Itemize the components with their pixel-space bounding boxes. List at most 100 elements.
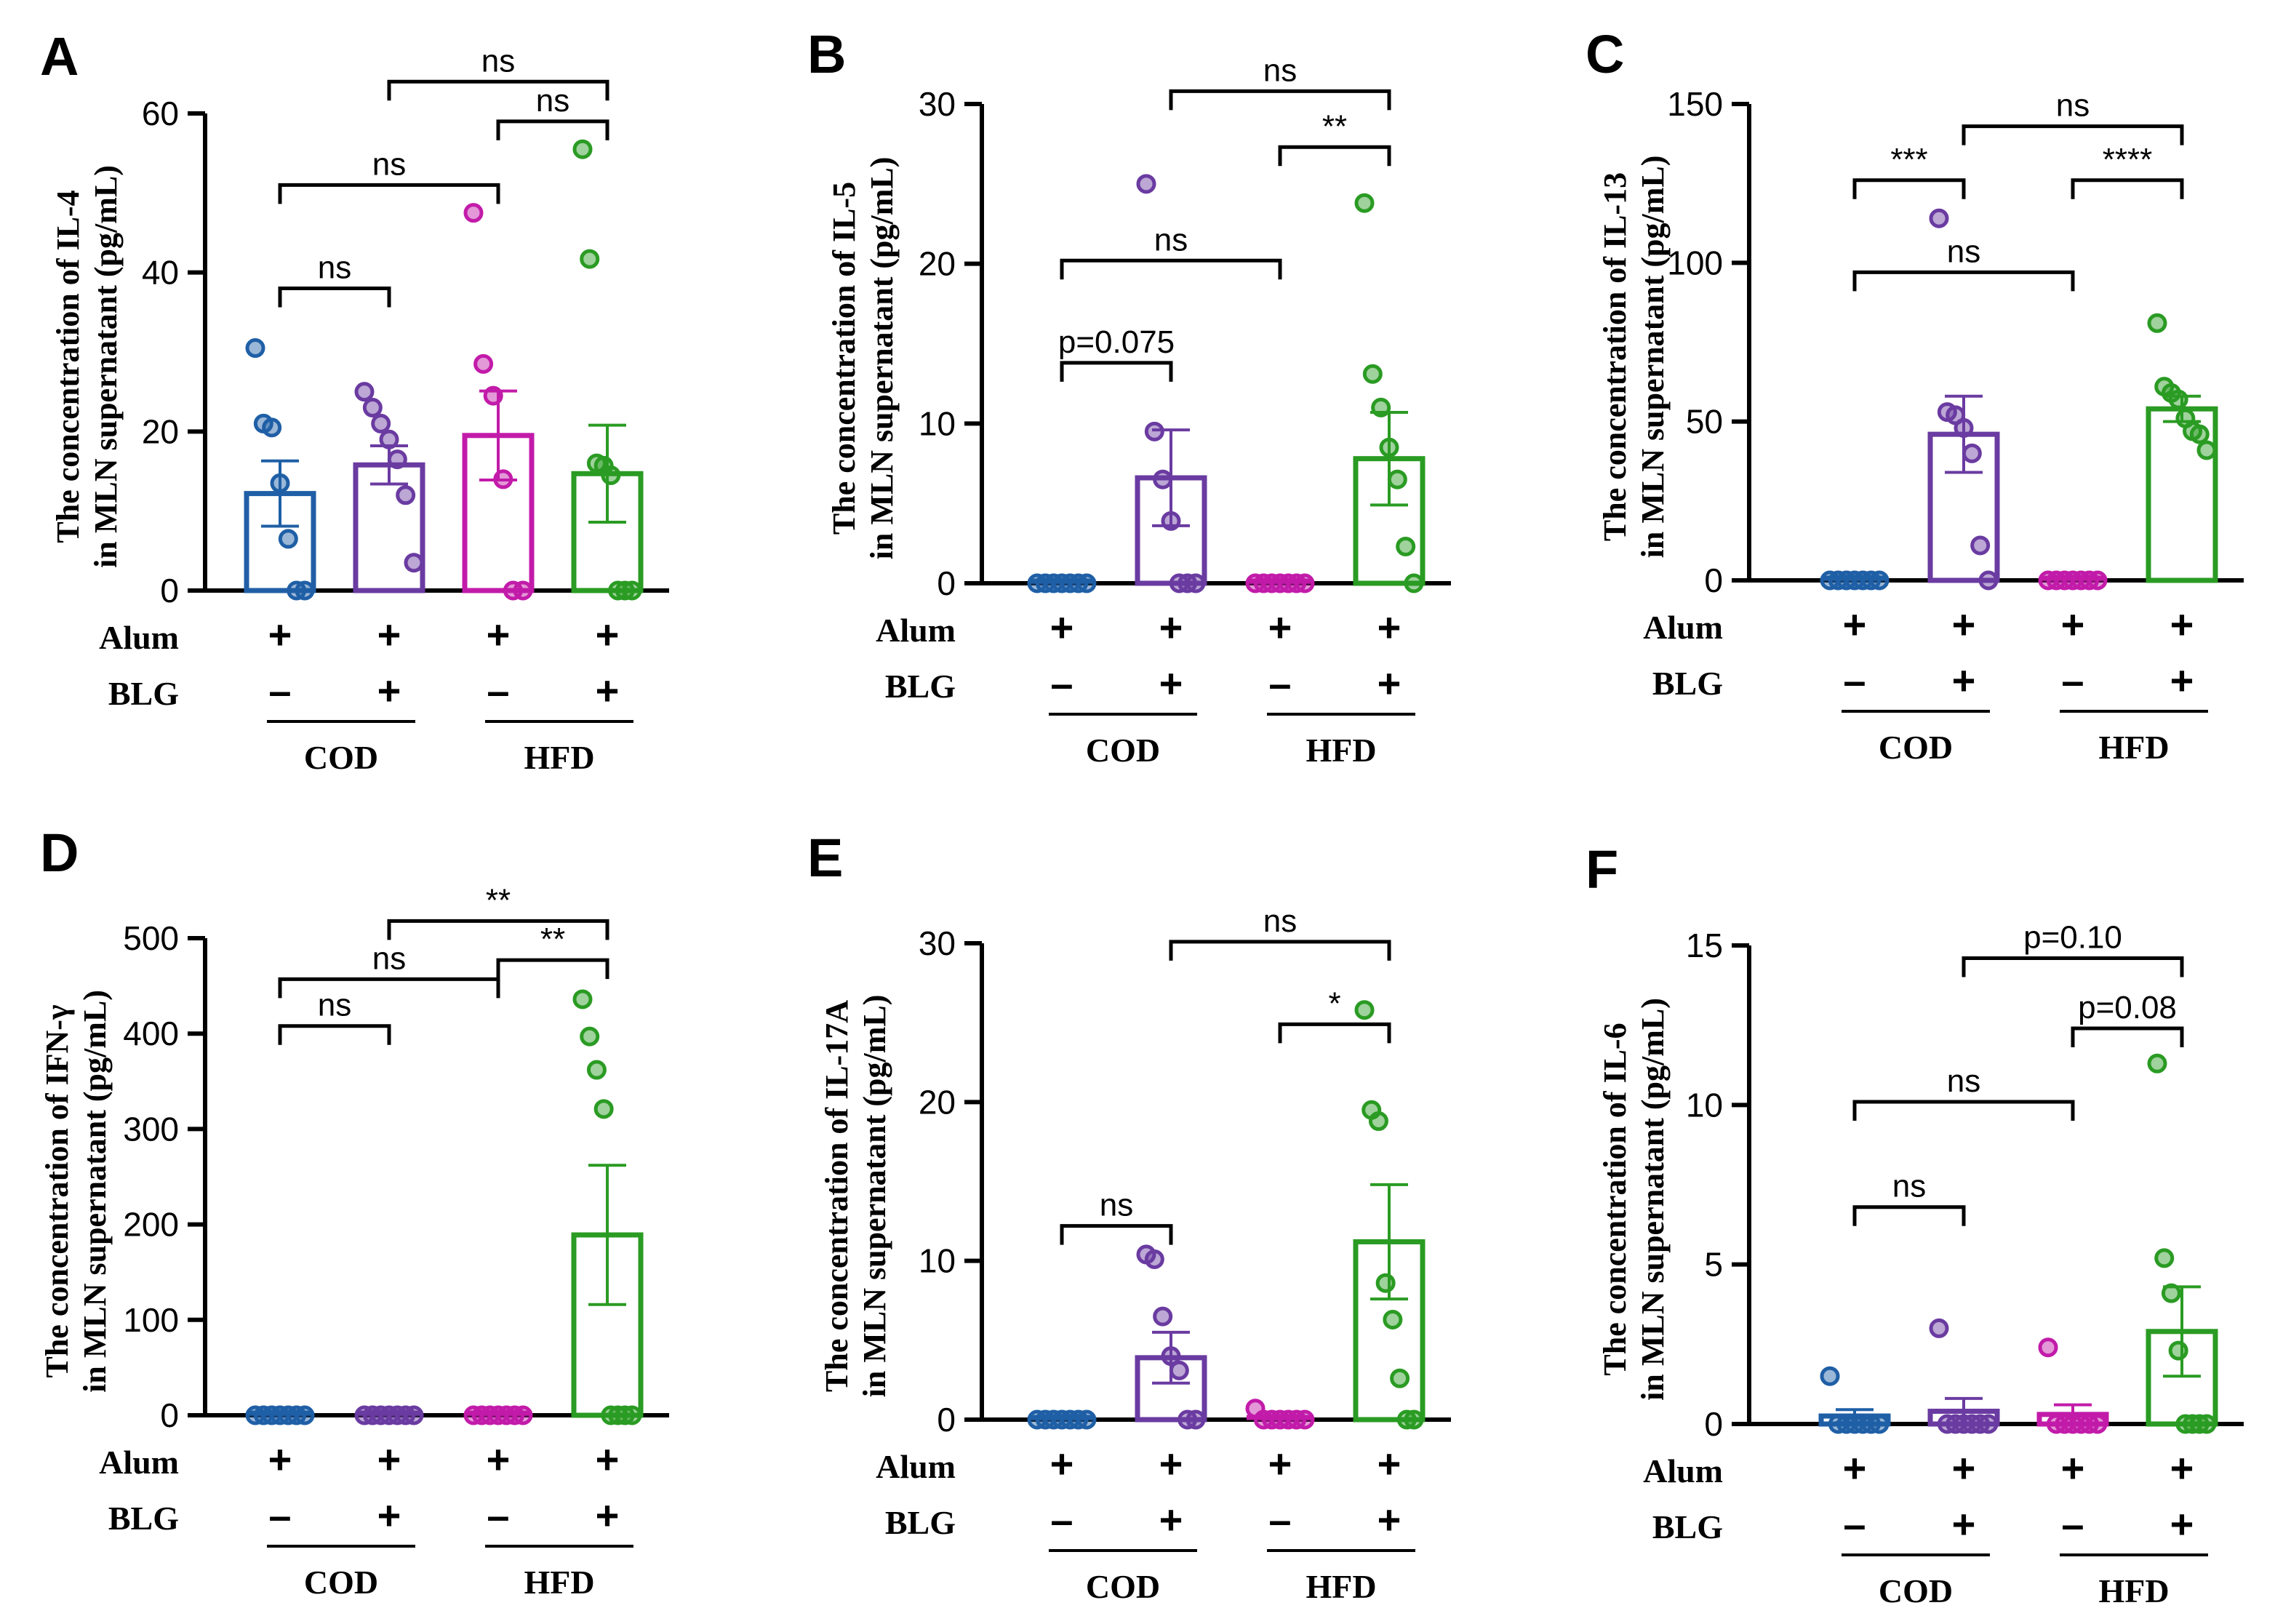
data-point: [1379, 437, 1399, 457]
significance-bracket: [1278, 1022, 1391, 1044]
alum-sign: +: [377, 1436, 401, 1482]
data-point: [2154, 1248, 2175, 1268]
data-point: [1396, 536, 1416, 556]
group-label-hfd: HFD: [1306, 1568, 1376, 1605]
significance-label: ns: [1947, 233, 1980, 269]
data-point: [1144, 1249, 1164, 1269]
y-tick-label: 30: [919, 85, 956, 123]
significance-bracket: [1852, 178, 1966, 199]
significance-bracket: [1852, 270, 2075, 292]
y-tick-label: 30: [919, 924, 956, 962]
data-point: [2196, 440, 2217, 460]
group-label-cod: COD: [304, 1564, 378, 1601]
blg-sign: +: [2170, 657, 2194, 703]
y-axis-title-line2: in MLN supernatant (pg/mL): [77, 990, 113, 1393]
data-point: [1144, 421, 1164, 441]
alum-sign: +: [268, 1436, 292, 1482]
alum-sign: +: [2170, 601, 2194, 647]
panel-a: A 0 20 40 60 The concentration of IL-4 in MLN …: [40, 26, 669, 776]
data-point: [1869, 570, 1890, 591]
significance-label: ns: [318, 988, 351, 1023]
data-point: [1978, 570, 1999, 591]
panel-e: E 0 10 20 30 The concentration of IL-17A in ML…: [807, 828, 1451, 1605]
y-axis-title-line2: in MLN supernatant (pg/mL): [857, 995, 892, 1398]
data-point: [493, 469, 513, 489]
data-point: [1354, 193, 1375, 213]
significance-label: ns: [372, 146, 406, 182]
group-label-hfd: HFD: [524, 739, 594, 776]
blg-sign: +: [1952, 657, 1976, 703]
significance-label: **: [1322, 108, 1347, 144]
significance-bracket: [1060, 1224, 1173, 1245]
y-tick-label: 20: [919, 1083, 956, 1121]
alum-sign: +: [1159, 1441, 1183, 1487]
blg-sign: –: [1843, 657, 1866, 703]
significance-label: **: [486, 882, 511, 918]
data-point: [1404, 573, 1424, 593]
blg-sign: +: [377, 1492, 401, 1538]
data-point: [1390, 1368, 1410, 1388]
data-point: [1153, 1306, 1173, 1327]
data-point: [1368, 1111, 1388, 1132]
y-tick-label: 0: [1704, 1405, 1723, 1443]
group-label-hfd: HFD: [524, 1564, 594, 1601]
data-point: [295, 1405, 315, 1425]
significance-bracket: [496, 119, 609, 140]
y-axis-title-line1: The concentration of IL-6: [1597, 1023, 1633, 1375]
data-point: [513, 1405, 533, 1425]
y-tick-label: 150: [1667, 85, 1723, 123]
blg-sign: –: [268, 1492, 291, 1538]
data-point: [1929, 1318, 1949, 1338]
data-point: [362, 398, 383, 418]
blg-row-label: BLG: [885, 1504, 956, 1541]
alum-sign: +: [487, 612, 511, 657]
significance-label: ***: [1890, 142, 1927, 177]
alum-sign: +: [1050, 604, 1074, 650]
alum-sign: +: [1050, 1441, 1074, 1487]
panel-letter: B: [807, 24, 846, 84]
blg-row-label: BLG: [108, 675, 179, 712]
group-label-cod: COD: [1879, 729, 1953, 766]
alum-sign: +: [1378, 1441, 1402, 1487]
y-tick-label: 100: [123, 1301, 179, 1339]
data-point: [278, 529, 298, 549]
alum-sign: +: [1268, 604, 1292, 650]
significance-bracket: [2071, 1026, 2184, 1048]
data-point: [1186, 1409, 1206, 1430]
y-tick-label: 400: [123, 1015, 179, 1052]
data-point: [2168, 1340, 2188, 1361]
significance-label: ns: [2056, 88, 2090, 124]
data-point: [379, 429, 399, 449]
significance-bracket: [278, 183, 500, 204]
group-label-hfd: HFD: [2098, 729, 2169, 766]
significance-label: ns: [536, 83, 569, 119]
data-point: [1362, 364, 1383, 384]
data-point: [396, 485, 416, 505]
alum-sign: +: [268, 612, 292, 657]
y-axis-title-line2: in MLN supernatant (pg/mL): [1635, 998, 1671, 1401]
significance-bracket: [278, 287, 391, 308]
blg-sign: –: [2061, 1501, 2084, 1547]
blg-sign: –: [1050, 1497, 1073, 1543]
data-point: [622, 580, 642, 601]
data-point: [1869, 1414, 1890, 1434]
alum-sign: +: [1843, 601, 1867, 647]
group-label-cod: COD: [1879, 1572, 1953, 1609]
data-point: [387, 449, 407, 470]
alum-sign: +: [2061, 601, 2085, 647]
group-label-hfd: HFD: [1306, 732, 1376, 769]
y-tick-label: 10: [919, 404, 956, 442]
y-tick-label: 0: [937, 564, 956, 602]
data-point: [2168, 389, 2188, 409]
alum-sign: +: [2170, 1445, 2194, 1491]
y-tick-label: 500: [123, 919, 179, 957]
significance-bracket: [387, 79, 609, 101]
blg-sign: +: [1378, 660, 1402, 706]
data-point: [1169, 1360, 1189, 1380]
data-point: [2196, 1414, 2217, 1434]
alum-sign: +: [377, 612, 401, 657]
y-tick-label: 60: [142, 95, 179, 132]
y-tick-label: 10: [919, 1242, 956, 1280]
significance-bracket: [1169, 940, 1391, 961]
blg-sign: –: [487, 668, 509, 713]
